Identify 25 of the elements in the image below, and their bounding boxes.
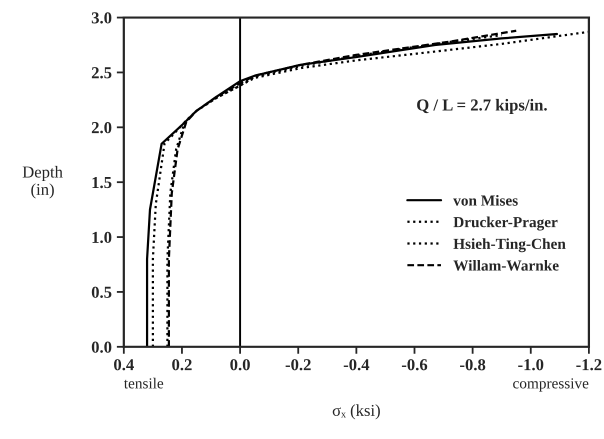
x-tick-label: -0.4 <box>344 359 370 370</box>
legend-label: Willam-Warnke <box>453 260 559 271</box>
legend-label: Drucker-Prager <box>453 216 558 230</box>
x-tick-label: -0.2 <box>286 359 311 370</box>
y-tick-label: 1.0 <box>92 232 112 244</box>
x-axis-title: σₓ (ksi) <box>332 404 380 420</box>
legend-label: Hsieh-Ting-Chen <box>453 238 566 252</box>
legend-label: von Mises <box>453 194 518 206</box>
y-axis-title: Depth (in) <box>22 166 63 198</box>
x-tick-label: -0.6 <box>402 359 428 370</box>
x-tick-label: -1.0 <box>518 359 544 370</box>
y-tick-label: 2.0 <box>92 122 112 134</box>
y-tick-label: 0.5 <box>92 286 112 298</box>
x-tick-label: -1.2 <box>576 359 602 370</box>
y-tick-label: 1.5 <box>92 176 112 188</box>
y-tick-label: 2.5 <box>92 67 112 78</box>
text: compressive <box>513 378 588 392</box>
x-tick-label: 0.4 <box>114 359 134 370</box>
x-tick-label: 0.0 <box>230 359 250 370</box>
y-tick-label: 3.0 <box>92 12 112 24</box>
annotation: Q / L = 2.7 kips/in. <box>417 98 547 114</box>
x-tick-label: -0.8 <box>460 359 486 370</box>
x-tick-label: 0.2 <box>172 359 192 370</box>
y-tick-label: 0.0 <box>92 342 112 353</box>
text: tensile <box>124 378 164 388</box>
